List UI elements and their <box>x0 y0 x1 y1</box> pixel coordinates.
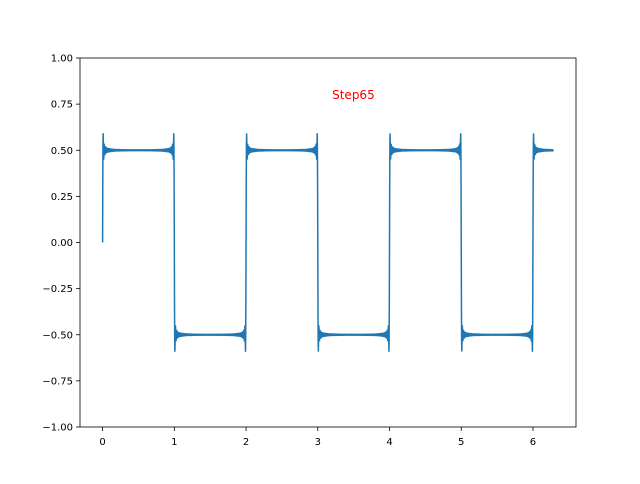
y-tick-label: 0.25 <box>51 192 73 203</box>
y-tick-label: 1.00 <box>51 54 73 65</box>
y-tick-label: −1.00 <box>42 423 73 434</box>
x-tick-label: 6 <box>530 437 536 448</box>
y-tick-label: −0.75 <box>42 376 73 387</box>
y-tick-label: −0.50 <box>42 330 73 341</box>
annotation-label: Step65 <box>332 88 375 102</box>
x-tick-label: 3 <box>315 437 321 448</box>
x-tick-label: 0 <box>99 437 105 448</box>
x-tick-label: 5 <box>458 437 464 448</box>
y-axis: −1.00 −0.75 −0.50 −0.25 0.00 0.25 0.50 0.75 1.00 <box>42 54 80 434</box>
x-tick-label: 2 <box>243 437 249 448</box>
x-tick-label: 1 <box>171 437 177 448</box>
y-tick-label: 0.75 <box>51 100 73 111</box>
series-line <box>101 132 554 353</box>
y-tick-label: 0.00 <box>51 238 73 249</box>
series-layer <box>101 132 554 353</box>
y-tick-label: 0.50 <box>51 146 73 157</box>
x-tick-label: 4 <box>386 437 392 448</box>
y-tick-label: −0.25 <box>42 284 73 295</box>
x-axis: 0 1 2 3 4 5 6 <box>99 427 536 448</box>
